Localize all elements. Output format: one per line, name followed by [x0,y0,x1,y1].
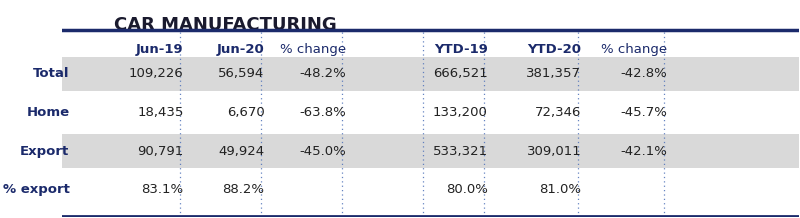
Text: -45.7%: -45.7% [621,106,667,119]
Text: % change: % change [279,43,346,56]
Text: Jun-20: Jun-20 [217,43,265,56]
Text: CAR MANUFACTURING: CAR MANUFACTURING [114,16,336,34]
Text: 533,321: 533,321 [433,145,488,158]
Text: 80.0%: 80.0% [446,183,488,196]
Text: 90,791: 90,791 [138,145,183,158]
Text: Home: Home [26,106,70,119]
Text: 133,200: 133,200 [433,106,488,119]
Text: 83.1%: 83.1% [142,183,183,196]
Text: % change: % change [602,43,667,56]
Text: 72,346: 72,346 [535,106,582,119]
Text: 381,357: 381,357 [526,67,582,80]
Text: Total: Total [33,67,70,80]
Text: YTD-20: YTD-20 [527,43,582,56]
Text: 666,521: 666,521 [433,67,488,80]
Text: YTD-19: YTD-19 [434,43,488,56]
Text: 309,011: 309,011 [526,145,582,158]
Text: 49,924: 49,924 [218,145,265,158]
Text: 88.2%: 88.2% [222,183,265,196]
Text: -48.2%: -48.2% [299,67,346,80]
Text: Jun-19: Jun-19 [136,43,183,56]
FancyBboxPatch shape [62,134,798,168]
Text: 109,226: 109,226 [129,67,183,80]
Text: -45.0%: -45.0% [299,145,346,158]
Text: 18,435: 18,435 [138,106,183,119]
Text: Export: Export [20,145,70,158]
Text: % export: % export [2,183,70,196]
Text: -63.8%: -63.8% [299,106,346,119]
FancyBboxPatch shape [62,57,798,91]
Text: -42.1%: -42.1% [621,145,667,158]
Text: 81.0%: 81.0% [539,183,582,196]
Text: 6,670: 6,670 [227,106,265,119]
Text: -42.8%: -42.8% [621,67,667,80]
Text: 56,594: 56,594 [218,67,265,80]
